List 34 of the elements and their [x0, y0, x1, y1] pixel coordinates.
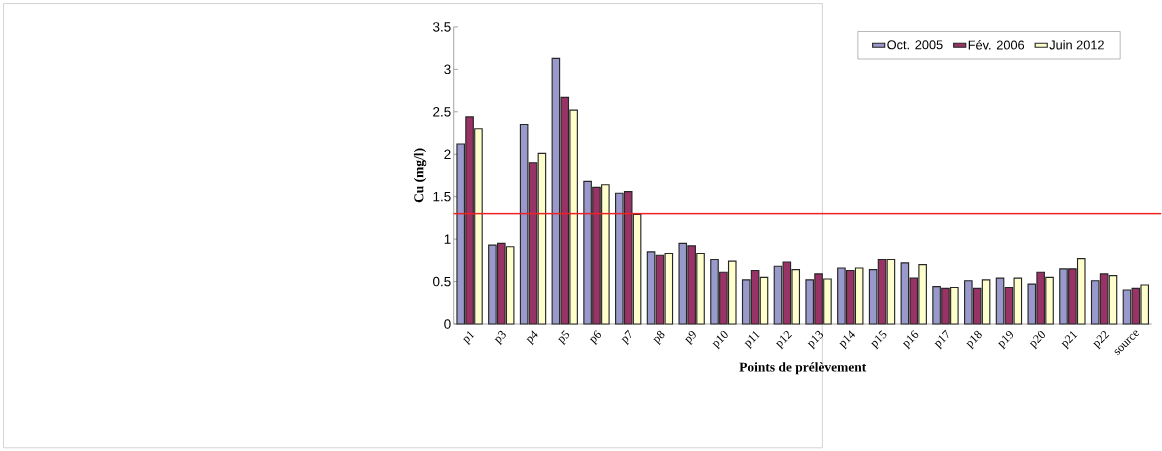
- legend-label: Oct. 2005: [887, 40, 943, 50]
- y-tick-label: 2: [444, 149, 451, 159]
- y-tick-label: 0: [444, 319, 451, 329]
- y-tick-label: 3.5: [433, 21, 451, 32]
- x-axis-title: Points de prélèvement: [739, 361, 867, 375]
- y-tick-label: 1.5: [433, 191, 451, 202]
- x-tick-label: p11: [744, 330, 761, 350]
- x-tick-label: p6: [589, 330, 602, 346]
- x-tick-label: p3: [494, 330, 506, 346]
- x-tick-label: p4: [526, 330, 538, 346]
- legend-label: Fév. 2006: [968, 39, 1025, 50]
- x-tick-label: p18: [966, 330, 982, 350]
- x-tick-label: p10: [712, 330, 728, 350]
- x-tick-label: p14: [839, 330, 856, 350]
- legend-label: Juin 2012: [1049, 39, 1104, 50]
- x-tick-label: p8: [653, 330, 665, 346]
- x-tick-label: p13: [807, 330, 824, 350]
- y-tick-label: 2.5: [433, 106, 451, 117]
- x-tick-label: p16: [902, 330, 919, 350]
- x-tick-label: p22: [1093, 330, 1110, 350]
- x-tick-label: p20: [1029, 330, 1045, 350]
- x-tick-label: p21: [1061, 330, 1078, 350]
- x-tick-label: p19: [998, 330, 1014, 350]
- x-tick-label: p15: [871, 330, 887, 350]
- y-tick-label: 0.5: [433, 276, 451, 287]
- y-tick-label: 3: [444, 64, 451, 74]
- x-tick-label: p9: [685, 330, 696, 346]
- x-tick-label: p17: [934, 329, 949, 350]
- x-tick-label: p12: [775, 330, 793, 350]
- y-tick-label: 1: [444, 234, 451, 244]
- y-axis-title: Cu (mg/l): [413, 148, 427, 203]
- x-tick-label: p1: [462, 330, 475, 346]
- x-tick-label: p5: [558, 330, 570, 346]
- x-tick-label: p7: [621, 329, 632, 346]
